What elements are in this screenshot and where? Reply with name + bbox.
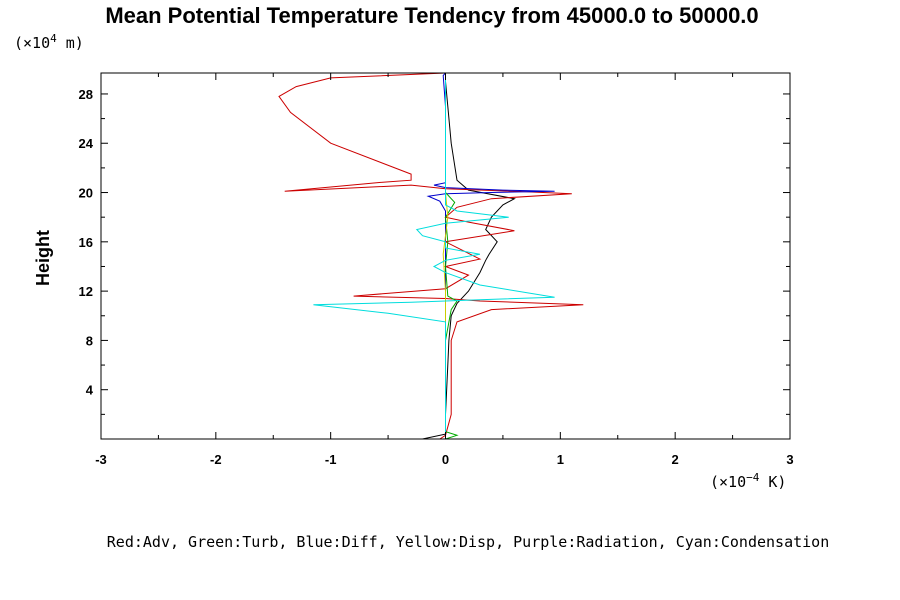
y-tick-label: 20 <box>79 186 93 201</box>
series-line-5 <box>313 73 555 439</box>
series-line-0 <box>422 73 516 440</box>
y-tick-label: 12 <box>79 284 93 299</box>
x-unit-label: (×10−4 K) <box>710 471 786 491</box>
legend-text: Red:Adv, Green:Turb, Blue:Diff, Yellow:D… <box>107 533 829 551</box>
x-tick-label: 0 <box>442 452 449 467</box>
x-tick-label: -1 <box>325 452 337 467</box>
x-tick-label: 2 <box>672 452 679 467</box>
x-tick-label: 3 <box>786 452 793 467</box>
y-tick-label: 24 <box>79 136 94 151</box>
x-tick-label: -2 <box>210 452 222 467</box>
x-tick-label: 1 <box>557 452 564 467</box>
y-tick-label: 4 <box>86 383 94 398</box>
chart-title: Mean Potential Temperature Tendency from… <box>105 3 758 28</box>
y-tick-label: 16 <box>79 235 93 250</box>
x-tick-label: -3 <box>95 452 107 467</box>
y-tick-label: 28 <box>79 87 93 102</box>
series-line-1 <box>278 72 584 440</box>
y-axis-label: Height <box>33 230 53 286</box>
y-tick-label: 8 <box>86 333 93 348</box>
y-unit-label: (×104 m) <box>14 32 84 52</box>
